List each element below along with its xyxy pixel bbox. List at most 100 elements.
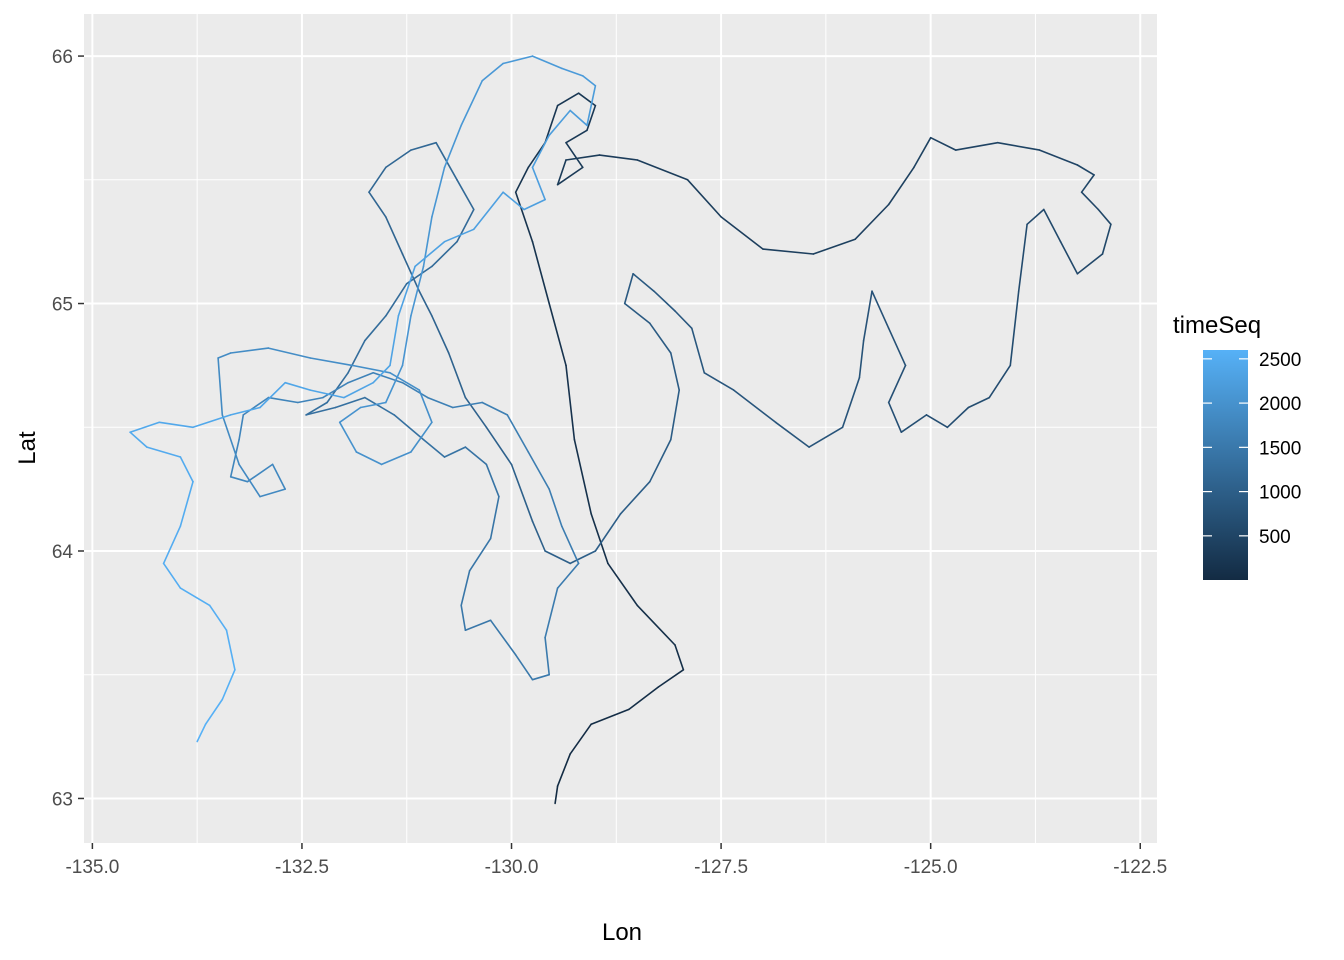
track-segment [841, 376, 861, 429]
track-segment [720, 216, 764, 250]
track-segment [577, 92, 597, 107]
y-axis: 63 64 65 66 [52, 47, 84, 810]
track-segment [401, 315, 412, 367]
track-segment [569, 550, 597, 565]
track-segment [1076, 253, 1104, 275]
x-axis-title: Lon [602, 919, 642, 946]
track-segment [623, 302, 651, 325]
track-segment [179, 587, 211, 607]
track-segment [1080, 191, 1100, 211]
track-segment [502, 55, 534, 65]
track-segment [531, 134, 551, 169]
track-segment [1017, 223, 1028, 293]
track-segment [229, 438, 240, 478]
track-segment [162, 525, 182, 565]
legend-colorbar [1203, 350, 1248, 580]
track-segment [929, 136, 957, 151]
track-segment [548, 488, 563, 528]
track-segment [372, 371, 404, 384]
track-segment [586, 104, 597, 132]
track-segment [669, 352, 681, 391]
track-segment [632, 272, 655, 293]
track-segment [179, 480, 194, 528]
plot-panel [84, 14, 1157, 843]
track-segment [560, 525, 580, 565]
track-segment [887, 401, 903, 434]
legend-ticks: 500 1000 1500 2000 2500 [1203, 350, 1301, 548]
track-segment [812, 238, 857, 255]
track-segment [384, 216, 404, 255]
track-segment [569, 723, 593, 755]
track-segment [464, 619, 492, 632]
track-segment [401, 253, 421, 293]
x-tick-label: -125.0 [904, 857, 958, 878]
track-segment [359, 401, 387, 409]
track-segment [217, 352, 232, 359]
track-segment [565, 141, 584, 169]
track-segment [996, 141, 1041, 151]
legend-break-label: 1000 [1259, 483, 1301, 504]
track-segment [334, 396, 366, 409]
track-segment [544, 587, 559, 639]
track-segment [305, 401, 328, 416]
track-segment [946, 406, 970, 429]
track-segment [1080, 174, 1095, 193]
track-segment [686, 179, 722, 218]
track-segment [565, 154, 601, 161]
track-segment [1076, 164, 1095, 176]
track-segment [456, 179, 475, 211]
track-segment [309, 357, 354, 367]
track-segment [305, 406, 337, 416]
track-segment [1101, 223, 1112, 255]
legend-break-label: 500 [1259, 527, 1291, 548]
track-segment [384, 282, 408, 317]
track-segment [887, 364, 907, 404]
track [129, 55, 1112, 805]
track-segment [531, 166, 546, 201]
track-segment [544, 636, 551, 676]
track-segment [523, 198, 546, 211]
track-segment [900, 414, 928, 434]
track-segment [460, 569, 471, 607]
track-segment [913, 136, 932, 169]
track-segment [229, 406, 261, 416]
track-segment [238, 414, 245, 441]
track-segment [225, 629, 236, 671]
track-segment [158, 421, 194, 429]
track-segment [565, 129, 588, 144]
track-segment [510, 463, 534, 523]
track-segment [460, 80, 484, 127]
track-segment [548, 109, 572, 137]
track-segment [456, 208, 475, 243]
track-segment [431, 240, 458, 268]
track-segment [363, 396, 396, 416]
track-segment [544, 550, 572, 565]
track-segment [1043, 208, 1062, 243]
track-segment [229, 347, 270, 354]
track-segment [590, 708, 630, 726]
y-tick-label: 65 [52, 295, 73, 316]
track-segment [732, 389, 777, 424]
track-segment [669, 389, 681, 441]
track-segment [338, 421, 358, 453]
track-segment [347, 371, 375, 384]
track-segment [565, 364, 576, 441]
track-segment [267, 347, 312, 359]
track-segment [384, 364, 404, 404]
track-segment [674, 644, 685, 671]
x-tick-label: -122.5 [1113, 857, 1167, 878]
track-segment [246, 463, 274, 483]
track-segment [418, 290, 433, 317]
track-segment [531, 55, 563, 70]
track-segment [464, 396, 488, 429]
track-segment [229, 475, 249, 483]
y-tick-label: 63 [52, 789, 73, 810]
y-tick-label: 64 [52, 542, 74, 563]
track-segment [238, 463, 261, 498]
track-segment [556, 562, 580, 589]
track-segment [653, 290, 676, 312]
track-segment [372, 364, 391, 384]
track-segment [393, 414, 425, 441]
x-axis: -135.0 -132.5 -130.0 -127.5 -125.0 -122.5 [65, 843, 1167, 878]
track-segment [594, 513, 622, 552]
